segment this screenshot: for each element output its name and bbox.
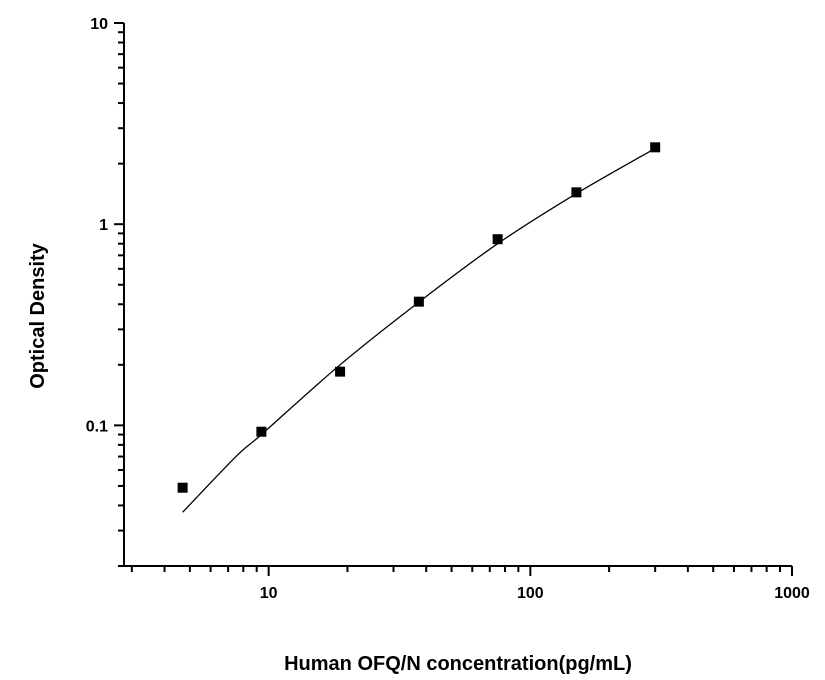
data-point-marker	[335, 366, 346, 377]
fitted-curve	[182, 147, 656, 513]
x-tick-label: 10	[260, 585, 278, 602]
y-tick-label: 1	[99, 217, 108, 234]
y-tick-label: 0.1	[86, 418, 108, 435]
data-point-marker	[177, 482, 188, 493]
data-point-marker	[256, 426, 267, 437]
y-axis-title: Optical Density	[27, 242, 49, 388]
x-axis-title: Human OFQ/N concentration(pg/mL)	[284, 653, 632, 675]
axis-ticks	[114, 22, 793, 576]
axis-lines	[123, 23, 792, 567]
x-tick-label: 100	[517, 585, 544, 602]
x-tick-label: 1000	[774, 585, 810, 602]
data-point-marker	[413, 296, 424, 307]
data-point-marker	[492, 234, 503, 245]
data-points	[177, 142, 661, 493]
axes	[123, 23, 792, 567]
y-tick-label: 10	[90, 16, 108, 33]
data-point-marker	[650, 142, 661, 153]
tick-labels: 10 100 1000 0.1 1 10	[86, 16, 810, 602]
data-point-marker	[571, 187, 582, 198]
